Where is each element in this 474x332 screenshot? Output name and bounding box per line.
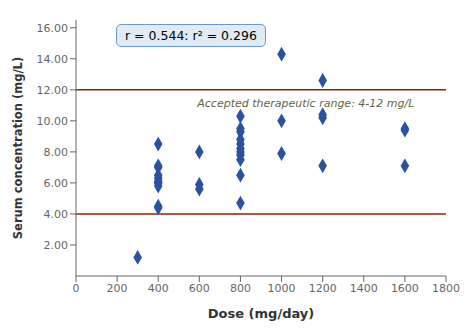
svg-text:400: 400 bbox=[148, 282, 169, 295]
svg-text:1800: 1800 bbox=[432, 282, 460, 295]
svg-text:Serum concentration (mg/L): Serum concentration (mg/L) bbox=[11, 57, 25, 239]
svg-text:600: 600 bbox=[189, 282, 210, 295]
svg-text:0: 0 bbox=[73, 282, 80, 295]
svg-text:1000: 1000 bbox=[268, 282, 296, 295]
svg-text:16.00: 16.00 bbox=[37, 22, 69, 35]
svg-text:12.00: 12.00 bbox=[37, 84, 69, 97]
svg-text:14.00: 14.00 bbox=[37, 53, 69, 66]
svg-text:800: 800 bbox=[230, 282, 251, 295]
svg-text:2.00: 2.00 bbox=[44, 239, 69, 252]
svg-text:10.00: 10.00 bbox=[37, 115, 69, 128]
svg-text:1200: 1200 bbox=[309, 282, 337, 295]
svg-text:1400: 1400 bbox=[350, 282, 378, 295]
svg-text:8.00: 8.00 bbox=[44, 146, 69, 159]
svg-text:6.00: 6.00 bbox=[44, 177, 69, 190]
svg-text:1600: 1600 bbox=[391, 282, 419, 295]
svg-text:200: 200 bbox=[107, 282, 128, 295]
svg-text:Accepted therapeutic range: 4-: Accepted therapeutic range: 4-12 mg/L bbox=[196, 97, 414, 110]
svg-text:4.00: 4.00 bbox=[44, 208, 69, 221]
html-text:r = 0.544: r² = 0.296: r = 0.544: r² = 0.296 bbox=[125, 28, 257, 43]
svg-text:Dose (mg/day): Dose (mg/day) bbox=[208, 306, 314, 321]
